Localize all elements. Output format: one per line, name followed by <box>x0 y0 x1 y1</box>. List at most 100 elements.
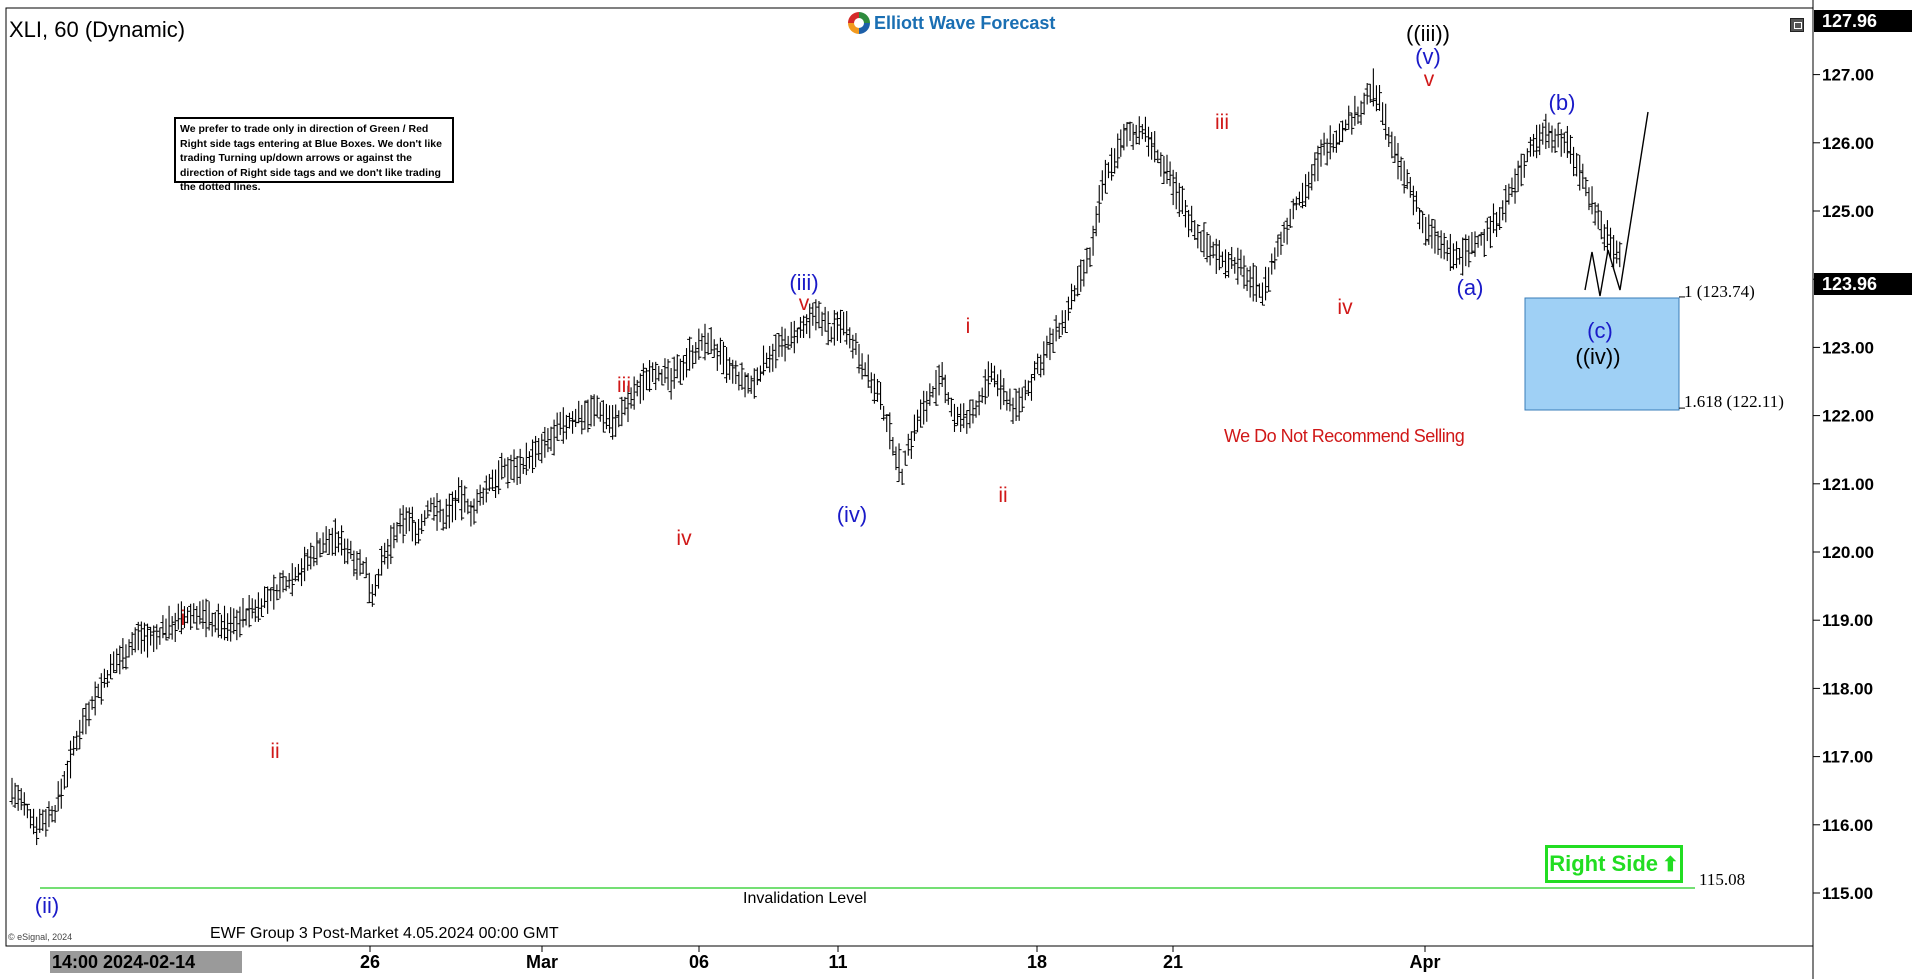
ohlc-bar <box>684 348 690 378</box>
ohlc-bar <box>49 805 55 823</box>
ohlc-bar <box>243 608 249 626</box>
ohlc-bar <box>1189 205 1195 233</box>
ohlc-bar <box>55 781 61 812</box>
ohlc-bar <box>1155 149 1161 164</box>
ohlc-bar <box>1413 191 1419 212</box>
ohlc-bar <box>1561 132 1567 154</box>
ohlc-bar <box>135 621 141 651</box>
ohlc-bar <box>1447 233 1453 271</box>
ohlc-bar <box>428 497 434 513</box>
ohlc-bar <box>668 367 674 400</box>
ohlc-bar <box>446 493 452 529</box>
ohlc-bar <box>1534 124 1540 159</box>
ohlc-bar <box>918 399 924 428</box>
wave-label: iii <box>1215 111 1229 134</box>
ohlc-bar <box>791 320 797 354</box>
ohlc-bar <box>1564 125 1570 158</box>
ohlc-bars <box>9 68 1623 846</box>
ohlc-bar <box>311 546 317 567</box>
ohlc-bar <box>730 359 736 384</box>
ohlc-bar <box>440 508 446 531</box>
ohlc-bar <box>1567 134 1573 164</box>
ohlc-bar <box>1306 171 1312 200</box>
ohlc-bar <box>680 355 686 381</box>
ohlc-bar <box>12 782 18 809</box>
ohlc-bar <box>95 683 101 699</box>
ohlc-bar <box>736 371 742 391</box>
ohlc-bar <box>1303 174 1309 207</box>
y-top-label: 127.96 <box>1822 11 1877 31</box>
ohlc-bar <box>677 358 683 385</box>
ohlc-bar <box>1069 283 1075 310</box>
ohlc-bar <box>1035 353 1041 374</box>
ohlc-bar <box>853 333 859 355</box>
ohlc-bar <box>1475 235 1481 248</box>
ohlc-bar <box>1364 83 1370 105</box>
ohlc-bar <box>1377 85 1383 111</box>
ohlc-bar <box>1216 240 1222 271</box>
ohlc-bar <box>905 433 911 456</box>
y-tick-label: 115.00 <box>1822 884 1873 903</box>
ohlc-bar <box>292 567 298 582</box>
ohlc-bar <box>308 542 314 570</box>
ohlc-bar <box>1210 241 1216 259</box>
ohlc-bar <box>1370 68 1376 107</box>
ohlc-bar <box>299 558 305 587</box>
x-axis: 26 Mar 06 11 18 21 Apr <box>360 946 1441 972</box>
ohlc-bar <box>1608 227 1614 259</box>
ohlc-bar <box>1118 129 1124 157</box>
ohlc-bar <box>754 367 760 386</box>
ohlc-bar <box>727 357 733 380</box>
ohlc-bar <box>274 584 280 601</box>
ohlc-bar <box>366 572 372 604</box>
ohlc-bar <box>748 375 754 394</box>
ohlc-bar <box>27 809 33 829</box>
ohlc-bar <box>37 808 43 833</box>
ohlc-bar <box>345 538 351 565</box>
ohlc-bar <box>379 545 385 576</box>
ohlc-bar <box>191 603 197 624</box>
ohlc-bar <box>212 611 218 633</box>
ohlc-bar <box>1398 156 1404 181</box>
ohlc-bar <box>1198 231 1204 253</box>
ohlc-bar <box>1577 154 1583 191</box>
ohlc-bar <box>745 373 751 394</box>
ohlc-bar <box>58 778 64 809</box>
ohlc-bar <box>1614 240 1620 264</box>
ohlc-bar <box>822 306 828 332</box>
ohlc-bar <box>1589 186 1595 215</box>
ohlc-bar <box>400 505 406 544</box>
ohlc-bar <box>231 608 237 635</box>
x-tick-label: 21 <box>1163 952 1183 972</box>
ohlc-bar <box>1287 208 1293 229</box>
ohlc-bar <box>462 485 468 513</box>
maximize-icon[interactable] <box>1790 18 1804 32</box>
wave-label: ii <box>998 484 1007 507</box>
ohlc-bar <box>1604 220 1610 255</box>
ohlc-bar <box>1555 122 1561 148</box>
ohlc-bar <box>514 456 520 486</box>
ohlc-bar <box>1315 145 1321 182</box>
ohlc-bar <box>397 508 403 534</box>
ohlc-bar <box>992 365 998 388</box>
wave-label: (c) <box>1587 318 1613 343</box>
ohlc-bar <box>1284 217 1290 245</box>
chart-title: XLI, 60 (Dynamic) <box>9 17 185 42</box>
ohlc-bar <box>357 549 363 576</box>
wave-label: iii <box>617 374 631 397</box>
ohlc-bar <box>930 386 936 398</box>
ohlc-bar <box>295 563 301 582</box>
ohlc-bar <box>1327 125 1333 160</box>
ohlc-bar <box>634 379 640 397</box>
ohlc-bar <box>222 605 228 641</box>
ohlc-bar <box>1038 354 1044 378</box>
ohlc-bar <box>1084 247 1090 274</box>
ohlc-bar <box>551 419 557 456</box>
ohlc-bar <box>659 369 665 386</box>
ohlc-bar <box>1358 100 1364 125</box>
ohlc-bar <box>530 439 536 474</box>
ohlc-bar <box>185 607 191 624</box>
ohlc-bar <box>388 525 394 565</box>
ohlc-bar <box>625 385 631 423</box>
ohlc-bar <box>831 310 837 346</box>
